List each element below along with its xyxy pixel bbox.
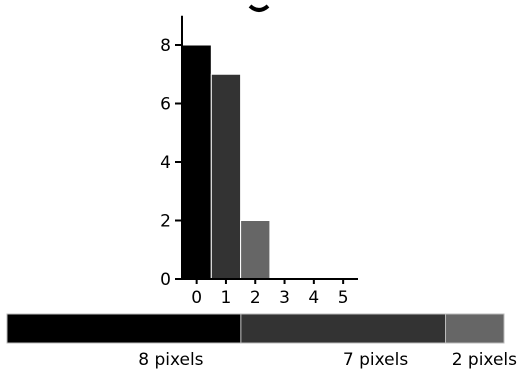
strip-label-0: 8 pixels [138,350,203,370]
strip-segment-2 [445,313,505,344]
strip-segment-1 [240,313,447,344]
strip-segments [6,313,505,344]
histogram-bar-1 [210,73,242,280]
histogram-bars [181,44,271,280]
x-tick-label: 4 [308,288,319,308]
y-tick-label: 0 [160,270,171,290]
strip-segment-0 [6,313,242,344]
x-tick-label: 3 [279,288,290,308]
cropped-glyph-top [248,4,270,12]
y-axis-ticks: 0 2 4 6 8 [160,36,182,290]
strip-labels: 8 pixels 7 pixels 2 pixels [138,350,517,370]
y-tick-label: 4 [160,153,171,173]
x-tick-label: 0 [191,288,202,308]
x-tick-label: 2 [250,288,261,308]
strip-label-1: 7 pixels [343,350,408,370]
strip-label-2: 2 pixels [452,350,517,370]
x-tick-label: 5 [338,288,349,308]
y-tick-label: 6 [160,95,171,115]
histogram-bar-0 [181,44,212,280]
y-tick-label: 8 [160,36,171,56]
x-tick-label: 1 [221,288,232,308]
y-tick-label: 2 [160,212,171,232]
